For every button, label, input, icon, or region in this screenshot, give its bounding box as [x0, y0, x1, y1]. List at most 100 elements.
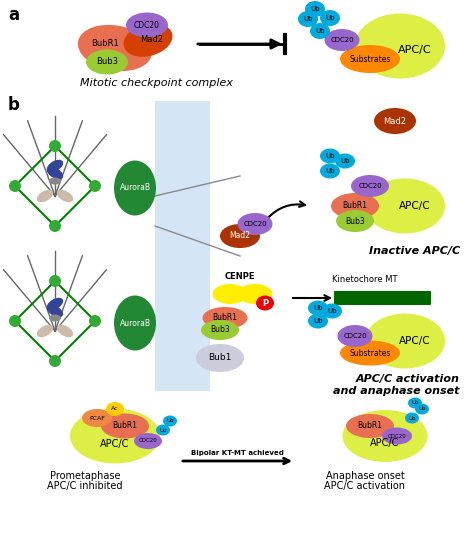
- Ellipse shape: [337, 325, 373, 347]
- Text: Ub: Ub: [315, 28, 325, 34]
- Text: APC/C: APC/C: [398, 45, 432, 55]
- Text: BubR1: BubR1: [212, 314, 237, 323]
- Ellipse shape: [47, 160, 63, 172]
- Ellipse shape: [340, 340, 400, 366]
- Ellipse shape: [156, 425, 170, 435]
- Ellipse shape: [331, 193, 379, 219]
- Ellipse shape: [101, 413, 149, 438]
- Text: Ub: Ub: [340, 158, 350, 164]
- Ellipse shape: [57, 325, 73, 337]
- Ellipse shape: [86, 49, 128, 75]
- Ellipse shape: [9, 180, 21, 192]
- Text: Ub: Ub: [313, 318, 323, 324]
- Ellipse shape: [124, 23, 173, 57]
- Ellipse shape: [196, 344, 244, 372]
- Text: BubR1: BubR1: [343, 202, 367, 211]
- Ellipse shape: [114, 295, 156, 351]
- Text: APC/C: APC/C: [399, 336, 431, 346]
- Text: APC/C: APC/C: [399, 201, 431, 211]
- Text: APC/C: APC/C: [370, 438, 400, 448]
- Ellipse shape: [298, 11, 318, 27]
- Text: CDC20: CDC20: [243, 221, 267, 227]
- Ellipse shape: [126, 12, 168, 38]
- Ellipse shape: [305, 1, 325, 17]
- Text: Bub1: Bub1: [208, 354, 232, 362]
- Text: Ub: Ub: [325, 15, 335, 21]
- Ellipse shape: [106, 402, 124, 416]
- Ellipse shape: [308, 301, 328, 316]
- Ellipse shape: [134, 433, 162, 449]
- Text: Ub: Ub: [411, 400, 419, 406]
- Text: CDC20: CDC20: [343, 333, 367, 339]
- Ellipse shape: [343, 410, 428, 462]
- Ellipse shape: [320, 148, 340, 163]
- Text: Mitotic checkpoint complex: Mitotic checkpoint complex: [80, 78, 233, 88]
- Text: Ub: Ub: [327, 308, 337, 314]
- Ellipse shape: [374, 108, 416, 134]
- FancyBboxPatch shape: [155, 101, 210, 391]
- Text: Mad2: Mad2: [383, 116, 407, 125]
- Text: a: a: [8, 6, 19, 24]
- Text: Substrates: Substrates: [349, 348, 391, 358]
- Ellipse shape: [405, 413, 419, 423]
- Ellipse shape: [237, 213, 273, 235]
- Text: BubR1: BubR1: [112, 421, 137, 430]
- Ellipse shape: [325, 29, 359, 51]
- Ellipse shape: [237, 284, 273, 304]
- Ellipse shape: [49, 275, 61, 287]
- Text: Ub: Ub: [408, 415, 416, 421]
- Text: APC/C: APC/C: [100, 439, 130, 449]
- Text: b: b: [8, 96, 20, 114]
- Ellipse shape: [47, 305, 63, 317]
- FancyBboxPatch shape: [334, 291, 431, 305]
- Ellipse shape: [340, 45, 400, 73]
- Ellipse shape: [89, 180, 101, 192]
- Text: Ub: Ub: [166, 419, 174, 423]
- Text: Ub: Ub: [159, 428, 167, 433]
- Text: PCAF: PCAF: [89, 415, 105, 421]
- Text: APC/C activation: APC/C activation: [325, 481, 405, 491]
- Ellipse shape: [320, 163, 340, 178]
- Ellipse shape: [408, 398, 422, 408]
- Text: CDC20: CDC20: [358, 183, 382, 189]
- Ellipse shape: [256, 295, 274, 310]
- Text: Ub: Ub: [325, 168, 335, 174]
- Ellipse shape: [37, 190, 53, 202]
- Ellipse shape: [308, 314, 328, 329]
- Ellipse shape: [212, 284, 247, 304]
- Ellipse shape: [49, 140, 61, 152]
- Ellipse shape: [351, 175, 389, 197]
- Text: Ub: Ub: [303, 16, 313, 22]
- Ellipse shape: [365, 178, 445, 234]
- Ellipse shape: [382, 428, 412, 444]
- Ellipse shape: [89, 315, 101, 327]
- Ellipse shape: [310, 23, 330, 39]
- Text: CDC20: CDC20: [388, 434, 406, 438]
- Text: AuroraB: AuroraB: [119, 318, 151, 327]
- Ellipse shape: [49, 177, 61, 184]
- Ellipse shape: [49, 355, 61, 367]
- Text: Prometaphase: Prometaphase: [50, 471, 120, 481]
- Ellipse shape: [355, 13, 445, 78]
- Ellipse shape: [335, 153, 355, 168]
- Text: CENPE: CENPE: [225, 272, 255, 281]
- Text: APC/C activation
and anaphase onset: APC/C activation and anaphase onset: [334, 374, 460, 397]
- Text: BubR1: BubR1: [357, 421, 383, 430]
- Text: Ub: Ub: [310, 6, 320, 12]
- Text: Anaphase onset: Anaphase onset: [326, 471, 404, 481]
- Ellipse shape: [201, 320, 239, 340]
- Text: Inactive APC/C: Inactive APC/C: [369, 246, 460, 256]
- Ellipse shape: [320, 10, 340, 26]
- Ellipse shape: [70, 408, 160, 464]
- Text: Ub: Ub: [313, 305, 323, 311]
- Ellipse shape: [220, 224, 260, 248]
- Ellipse shape: [47, 167, 63, 179]
- Text: Substrates: Substrates: [349, 55, 391, 63]
- Text: Mad2: Mad2: [140, 35, 164, 44]
- Text: Ub: Ub: [418, 406, 426, 412]
- Text: CDC20: CDC20: [134, 20, 160, 29]
- Text: BubR1: BubR1: [91, 39, 119, 48]
- Ellipse shape: [49, 315, 61, 322]
- Ellipse shape: [322, 303, 342, 318]
- Ellipse shape: [346, 414, 394, 438]
